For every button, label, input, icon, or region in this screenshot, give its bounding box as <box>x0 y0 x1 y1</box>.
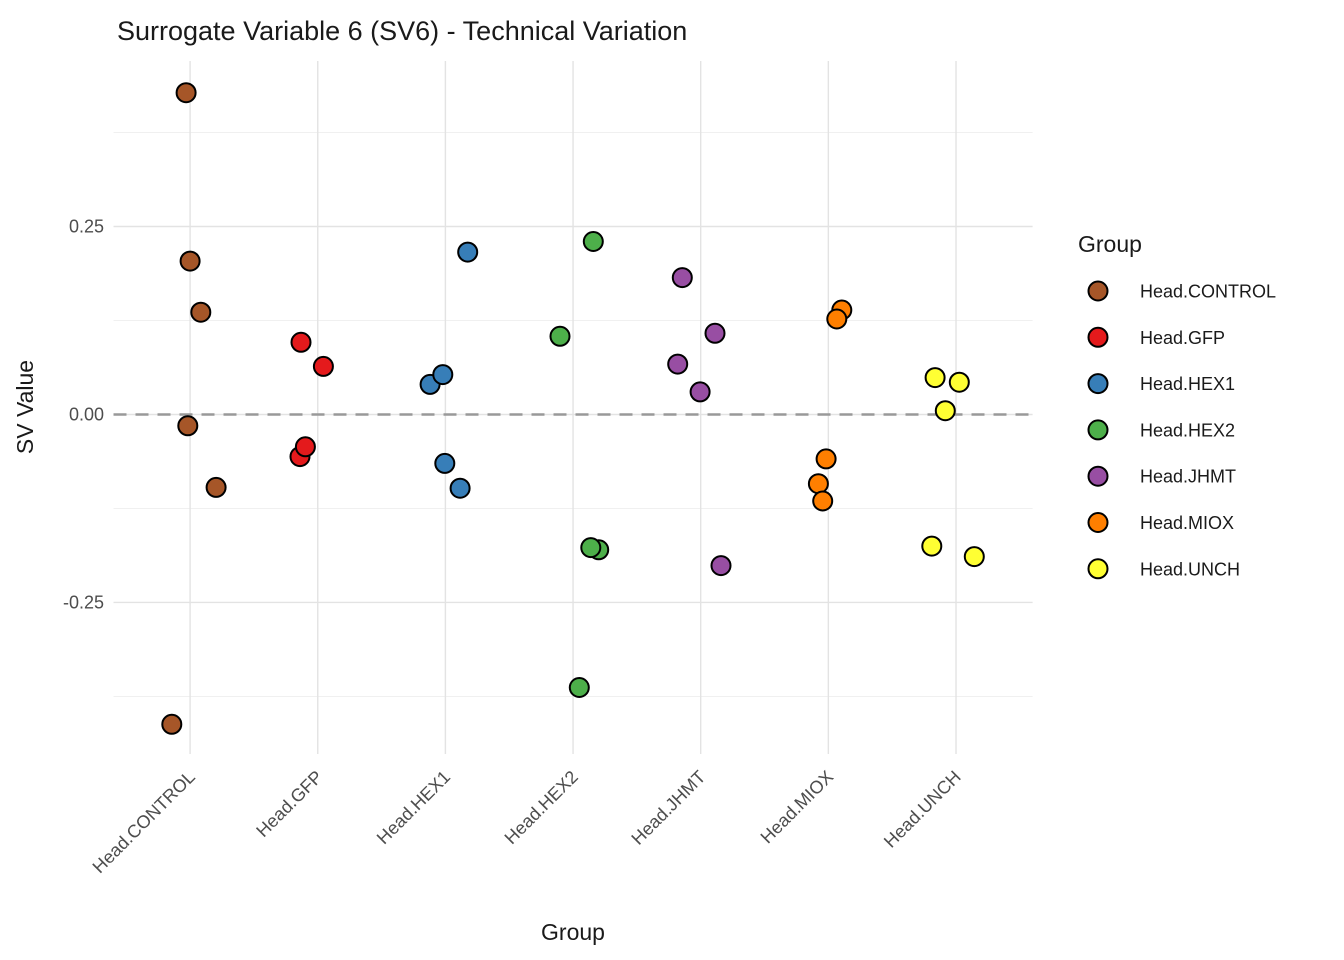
data-point-Head.CONTROL <box>161 713 183 735</box>
x-axis-tick-labels: Head.CONTROL Head.GFP Head.HEX1 Head.HEX2 He… <box>89 767 965 877</box>
legend-key-Head.MIOX <box>1087 512 1109 533</box>
legend-label-Head.HEX1: Head.HEX1 <box>1140 374 1235 394</box>
x-tick-label-Head.JHMT: Head.JHMT <box>627 767 709 849</box>
x-tick-label-Head.UNCH: Head.UNCH <box>880 767 965 852</box>
legend-label-Head.MIOX: Head.MIOX <box>1140 513 1234 533</box>
legend: Group Head.CONTROL Head.GFP Head.HEX1 Head.… <box>1078 231 1276 580</box>
data-point-Head.CONTROL <box>190 301 212 323</box>
legend-key-Head.GFP <box>1087 326 1109 348</box>
x-tick-label-Head.HEX1: Head.HEX1 <box>373 767 454 848</box>
data-point-Head.JHMT <box>704 322 726 344</box>
data-point-Head.JHMT <box>667 353 689 375</box>
x-axis-title: Group <box>541 919 605 945</box>
y-tick-label: 0.00 <box>69 404 104 424</box>
legend-key-Head.HEX1 <box>1087 373 1109 395</box>
legend-label-Head.HEX2: Head.HEX2 <box>1140 420 1235 440</box>
legend-label-Head.UNCH: Head.UNCH <box>1140 559 1240 579</box>
data-point-Head.GFP <box>290 331 312 353</box>
legend-key-Head.UNCH <box>1087 558 1109 580</box>
y-tick-label: -0.25 <box>63 592 104 612</box>
x-tick-label-Head.HEX2: Head.HEX2 <box>501 767 582 848</box>
data-point-Head.UNCH <box>934 400 956 422</box>
y-axis-title: SV Value <box>12 360 38 454</box>
data-point-Head.MIOX <box>826 308 848 330</box>
data-point-Head.HEX2 <box>582 231 604 252</box>
data-point-Head.UNCH <box>921 535 943 557</box>
gridlines <box>113 61 1033 754</box>
legend-label-Head.GFP: Head.GFP <box>1140 328 1225 348</box>
data-point-Head.HEX1 <box>449 477 471 499</box>
data-point-Head.HEX2 <box>549 325 571 347</box>
data-point-Head.HEX1 <box>457 241 479 263</box>
data-point-Head.CONTROL <box>175 82 197 104</box>
data-point-Head.JHMT <box>710 555 732 577</box>
y-axis-tick-labels: 0.25 0.00 -0.25 <box>63 217 104 613</box>
legend-label-Head.CONTROL: Head.CONTROL <box>1140 282 1276 302</box>
data-point-Head.JHMT <box>671 267 693 289</box>
data-point-Head.CONTROL <box>205 476 227 498</box>
data-point-Head.HEX2 <box>580 537 602 559</box>
data-point-Head.CONTROL <box>177 415 199 437</box>
data-point-Head.GFP <box>294 436 316 458</box>
data-point-Head.UNCH <box>924 367 946 389</box>
data-point-Head.MIOX <box>815 448 837 470</box>
legend-title: Group <box>1078 231 1142 257</box>
data-point-Head.HEX1 <box>432 364 454 386</box>
data-point-Head.GFP <box>312 355 334 377</box>
data-point-Head.MIOX <box>807 473 829 495</box>
data-point-Head.HEX2 <box>568 677 590 698</box>
data-points <box>161 82 985 735</box>
data-point-Head.UNCH <box>948 371 970 393</box>
data-point-Head.MIOX <box>812 490 834 512</box>
legend-key-Head.JHMT <box>1087 465 1109 487</box>
x-tick-label-Head.CONTROL: Head.CONTROL <box>89 767 199 877</box>
y-tick-label: 0.25 <box>69 217 104 237</box>
x-tick-label-Head.GFP: Head.GFP <box>252 767 326 841</box>
data-point-Head.HEX1 <box>434 452 456 474</box>
x-tick-label-Head.MIOX: Head.MIOX <box>757 767 838 848</box>
legend-label-Head.JHMT: Head.JHMT <box>1140 467 1236 487</box>
data-point-Head.UNCH <box>963 546 985 568</box>
data-point-Head.CONTROL <box>179 250 201 272</box>
legend-key-Head.CONTROL <box>1087 280 1109 302</box>
chart-title: Surrogate Variable 6 (SV6) - Technical V… <box>117 16 687 46</box>
legend-key-Head.HEX2 <box>1087 419 1109 441</box>
data-point-Head.JHMT <box>689 381 711 403</box>
